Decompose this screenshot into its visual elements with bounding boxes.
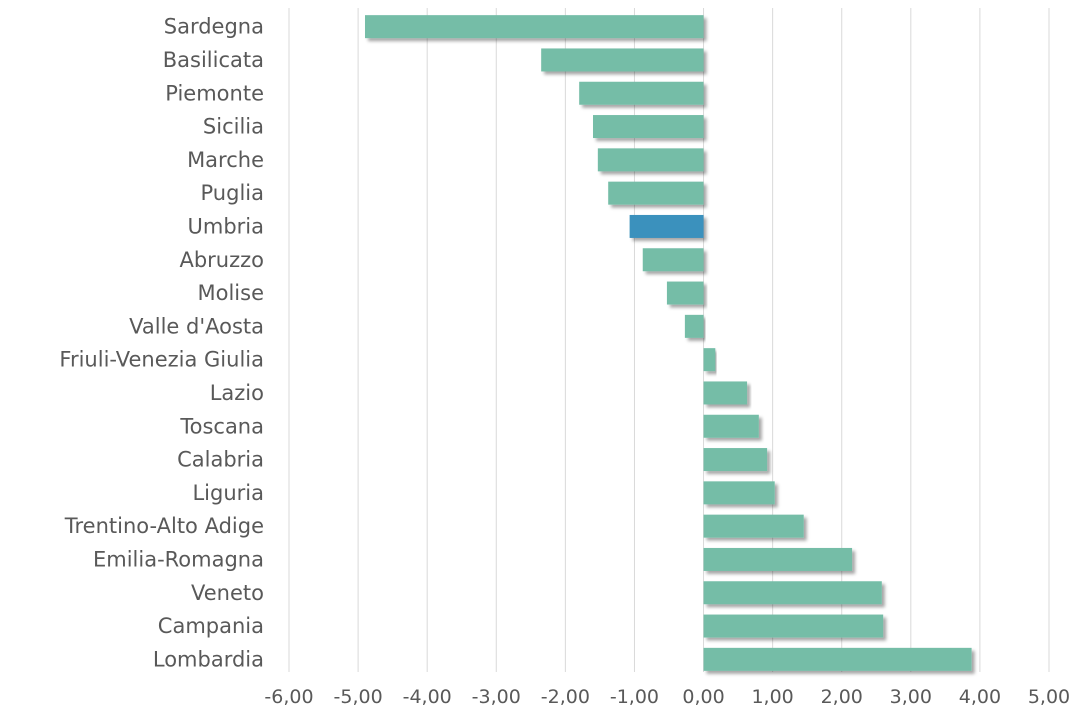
x-tick-label: -6,00 — [264, 686, 313, 708]
category-label: Molise — [198, 281, 265, 305]
category-label: Valle d'Aosta — [129, 314, 264, 338]
category-label: Sicilia — [203, 115, 264, 139]
category-label: Piemonte — [165, 81, 264, 105]
category-label: Umbria — [188, 214, 265, 238]
x-tick-label: -3,00 — [472, 686, 521, 708]
category-label: Friuli-Venezia Giulia — [59, 348, 264, 372]
bar-lazio — [703, 381, 748, 405]
category-label: Basilicata — [163, 48, 264, 72]
x-tick-label: -5,00 — [334, 686, 383, 708]
x-tick-label: -1,00 — [610, 686, 659, 708]
category-label: Campania — [158, 614, 264, 638]
category-label: Toscana — [179, 414, 264, 438]
x-tick-label: -2,00 — [541, 686, 590, 708]
bar-sicilia — [593, 115, 704, 139]
bar-veneto — [703, 581, 882, 605]
category-label: Veneto — [191, 581, 264, 605]
category-label: Trentino-Alto Adige — [64, 514, 264, 538]
bar-piemonte — [579, 81, 704, 105]
x-tick-label: -4,00 — [403, 686, 452, 708]
x-tick-label: 2,00 — [821, 686, 863, 708]
x-axis-tick-labels: -6,00 -5,00 -4,00 -3,00 -2,00 -1,00 0,00 1,00 2,… — [264, 686, 1070, 708]
x-tick-label: 5,00 — [1028, 686, 1070, 708]
x-tick-label: 4,00 — [959, 686, 1001, 708]
category-label: Emilia-Romagna — [93, 547, 264, 571]
bar-puglia — [608, 181, 704, 205]
x-tick-label: 1,00 — [751, 686, 793, 708]
bar-campania — [703, 614, 884, 638]
category-label: Calabria — [177, 448, 264, 472]
category-label: Liguria — [192, 481, 264, 505]
category-labels: Sardegna Basilicata Piemonte Sicilia Marche P… — [59, 15, 264, 672]
bar-molise — [666, 281, 704, 305]
category-label: Lazio — [210, 381, 264, 405]
category-label: Marche — [187, 148, 264, 172]
bar-abruzzo — [642, 248, 704, 272]
bar-trentino-alto-adige — [703, 514, 804, 538]
category-label: Sardegna — [164, 15, 264, 39]
x-tick-label: 0,00 — [682, 686, 724, 708]
bar-marche — [597, 148, 704, 172]
bar-sardegna — [365, 15, 704, 39]
category-label: Lombardia — [153, 647, 264, 671]
category-label: Puglia — [201, 181, 264, 205]
bar-emilia-romagna — [703, 547, 853, 571]
category-label: Abruzzo — [179, 248, 264, 272]
bars — [365, 15, 972, 671]
bar-calabria — [703, 448, 768, 472]
bar-basilicata — [541, 48, 704, 72]
bar-lombardia — [703, 647, 972, 671]
bar-friuli-venezia-giulia — [703, 348, 716, 372]
x-tick-label: 3,00 — [890, 686, 932, 708]
bar-umbria — [629, 214, 704, 238]
grid-lines — [288, 8, 1050, 672]
bar-valle-d-aosta — [684, 314, 704, 338]
bar-toscana — [703, 414, 759, 438]
bar-liguria — [703, 481, 775, 505]
